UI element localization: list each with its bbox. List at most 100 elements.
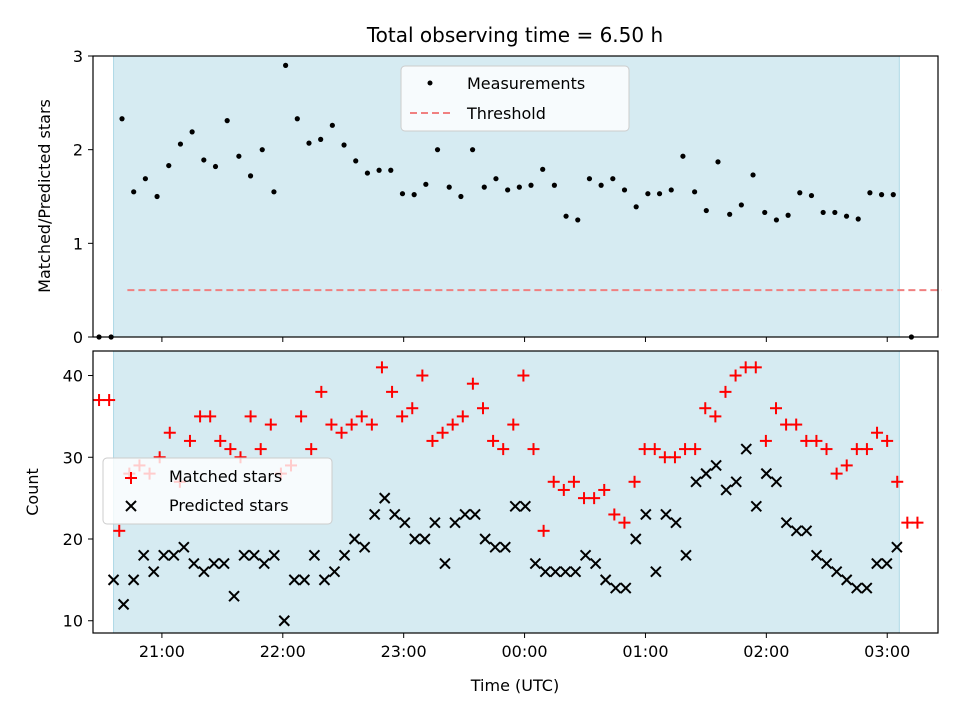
matched-star-marker (911, 516, 924, 529)
measurement-point (212, 163, 219, 170)
predicted-star-marker (609, 582, 622, 594)
bottom-legend: Matched stars Predicted stars (102, 457, 333, 525)
predicted-star-marker (871, 557, 883, 570)
measurement-point (247, 173, 254, 179)
legend-measurements-label: Measurements (467, 74, 585, 93)
matched-star-marker (527, 443, 540, 456)
predicted-star-marker (851, 582, 863, 594)
predicted-star-marker (760, 467, 773, 480)
matched-star-marker (406, 402, 419, 415)
measurement-point (656, 191, 663, 197)
measurement-point (762, 209, 768, 216)
measurement-point (551, 182, 557, 188)
measurement-point (469, 147, 476, 153)
measurement-point (820, 209, 826, 216)
matched-star-marker (426, 434, 439, 447)
measurement-point (750, 172, 756, 178)
measurement-point (119, 116, 125, 122)
matched-star-marker (790, 418, 803, 431)
predicted-star-marker (449, 516, 461, 529)
measurement-point (621, 187, 628, 193)
predicted-star-marker (730, 476, 742, 488)
measurement-point (878, 192, 885, 198)
matched-star-marker (194, 410, 207, 423)
top-y-tick-label: 0 (73, 328, 83, 347)
measurement-point (341, 142, 347, 148)
predicted-star-marker (630, 533, 642, 545)
predicted-star-marker (288, 574, 301, 586)
measurement-point (586, 176, 593, 182)
predicted-star-marker (650, 565, 662, 578)
matched-star-marker (224, 443, 237, 456)
matched-star-marker (375, 361, 388, 374)
predicted-star-marker (670, 516, 682, 529)
measurement-point (703, 207, 709, 214)
measurement-point (528, 182, 534, 188)
matched-star-marker (618, 516, 631, 529)
bottom-y-axis-label: Count (23, 468, 42, 516)
predicted-star-marker (740, 443, 752, 455)
predicted-star-marker (529, 557, 542, 570)
predicted-star-marker (599, 574, 612, 586)
measurement-point (738, 202, 744, 208)
measurement-point (785, 212, 791, 218)
predicted-star-marker (539, 565, 552, 578)
predicted-star-marker (278, 615, 290, 627)
legend-measurement-marker (427, 80, 433, 86)
matched-star-marker (638, 443, 651, 456)
matched-star-marker (416, 369, 429, 382)
matched-star-marker (567, 475, 580, 488)
legend-matched-label: Matched stars (169, 467, 282, 486)
chart-title: Total observing time = 6.50 h (366, 23, 663, 47)
predicted-star-marker (720, 484, 732, 496)
measurement-point (131, 189, 137, 195)
legend-predicted-marker (125, 500, 137, 512)
measurement-point (867, 190, 873, 196)
predicted-star-marker (358, 541, 371, 553)
measurement-point (154, 193, 160, 200)
matched-star-marker (608, 508, 621, 521)
measurement-point (166, 162, 172, 169)
measurement-point (516, 184, 522, 190)
matched-star-marker (456, 410, 469, 423)
matched-star-marker (507, 418, 520, 431)
measurement-point (376, 167, 382, 173)
matched-star-marker (820, 443, 833, 456)
predicted-star-marker (379, 492, 391, 504)
top-panel: 0 1 2 3 Total observing time = 6.50 h Match… (35, 23, 942, 347)
matched-star-marker (658, 451, 671, 464)
measurement-point (329, 122, 335, 128)
measurement-point (668, 187, 674, 193)
matched-star-marker (749, 361, 762, 374)
matched-star-marker (244, 410, 257, 423)
measurement-point (201, 157, 207, 163)
measurement-point (224, 118, 230, 124)
x-axis-label: Time (UTC) (470, 676, 559, 695)
top-y-ticks: 0 1 2 3 (73, 47, 93, 347)
matched-star-marker (517, 369, 530, 382)
predicted-star-marker (208, 557, 220, 570)
predicted-star-marker (188, 557, 200, 570)
matched-star-marker (264, 418, 277, 431)
matched-star-marker (860, 443, 873, 456)
predicted-star-marker (640, 508, 652, 521)
predicted-star-marker (148, 565, 160, 578)
measurement-point (189, 129, 195, 135)
x-tick-label: 22:00 (260, 642, 306, 661)
predicted-star-marker (348, 533, 361, 545)
predicted-star-marker (690, 476, 702, 488)
predicted-star-marker (891, 541, 903, 553)
measurement-point (715, 159, 721, 165)
predicted-star-marker (439, 557, 451, 570)
matched-star-marker (487, 434, 500, 447)
measurement-point (306, 140, 312, 146)
bottom-y-tick-label: 30 (63, 448, 83, 467)
matched-star-marker (315, 385, 328, 398)
matched-star-marker (840, 459, 853, 472)
measurement-point (540, 166, 546, 172)
matched-star-marker (163, 426, 176, 439)
bottom-x-ticks: 21:00 22:00 23:00 00:00 01:00 02:00 03:00 (139, 633, 910, 661)
matched-star-marker (497, 443, 510, 456)
bottom-y-tick-label: 10 (63, 612, 83, 631)
matched-star-marker (588, 492, 601, 505)
